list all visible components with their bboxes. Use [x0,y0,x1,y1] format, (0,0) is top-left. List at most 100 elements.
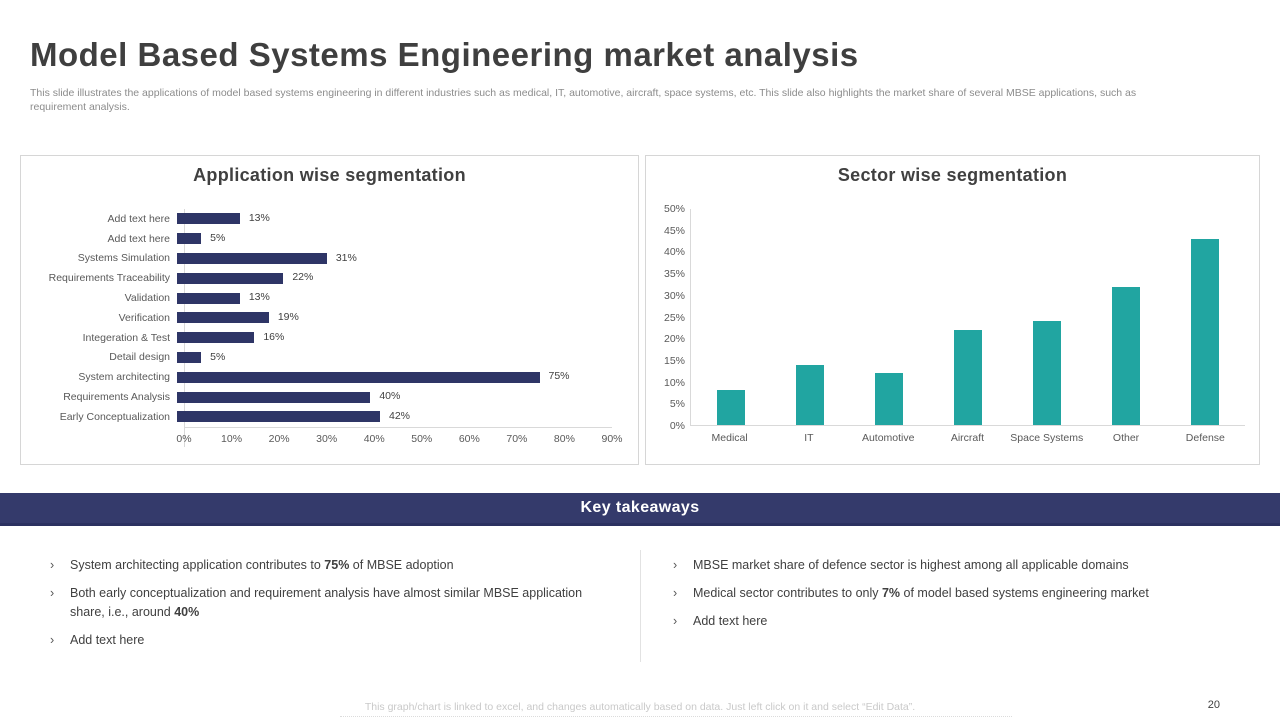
hbar-value-label: 5% [210,231,226,244]
vbar-bar[interactable] [1033,321,1062,425]
takeaway-text: Medical sector contributes to only 7% of… [693,586,1149,600]
hbar-value-label: 5% [210,350,226,363]
hbar-category-label: Requirements Analysis [63,391,170,404]
vbar-bar[interactable] [1191,239,1220,425]
takeaway-text: MBSE market share of defence sector is h… [693,558,1129,572]
hbar-value-label: 40% [379,390,401,403]
hbar-track: 13% [177,288,612,308]
hbar-value-label: 31% [335,251,357,264]
vbar-category-label: Aircraft [950,432,985,444]
hbar-row: Early Conceptualization 42% [29,407,612,427]
hbar-bar[interactable] [177,351,202,363]
takeaway-item: › Both early conceptualization and requir… [50,584,640,622]
hbar-category-label: Integeration & Test [82,331,170,344]
takeaways-left-column: › System architecting application contrib… [50,548,640,663]
takeaway-item: › System architecting application contrib… [50,556,640,575]
hbar-bar[interactable] [177,252,327,264]
x-axis-tick-label: 80% [553,432,575,445]
vbar-category-label: Automotive [861,432,915,444]
hbar-bar[interactable] [177,411,380,423]
hbar-category-label: Early Conceptualization [59,410,170,423]
hbar-bar[interactable] [177,233,202,245]
sector-chart-panel[interactable]: Sector wise segmentation 50% 45% 40% 35% 30%… [645,155,1260,465]
vbar-slot [928,209,1007,425]
vbar-bar[interactable] [953,329,982,425]
hbar-track: 13% [177,209,612,229]
vbar-slot [1087,209,1166,425]
takeaway-text: Add text here [70,633,145,647]
application-chart-panel[interactable]: Application wise segmentation Add text h… [20,155,639,465]
y-axis-tick-label: 20% [663,333,685,346]
vbar-bar[interactable] [874,373,903,425]
x-axis-tick-label: 70% [506,432,528,445]
vbar-slot [1008,209,1087,425]
x-axis-tick-label: 40% [363,432,385,445]
hbar-category-label: Detail design [109,351,170,364]
hbar-value-label: 75% [548,370,570,383]
takeaway-item: › Add text here [50,631,640,650]
vbar-slot [849,209,928,425]
page-subtitle: This slide illustrates the applications … [30,87,1137,113]
hbar-row: Validation 13% [29,288,612,308]
hbar-row: Requirements Traceability 22% [29,268,612,288]
vbar-category-label: Defense [1185,432,1225,444]
y-axis-tick-label: 15% [663,354,685,367]
hbar-value-label: 19% [277,310,299,323]
y-axis-tick-label: 5% [669,398,685,411]
x-axis-tick-label: 10% [221,432,243,445]
hbar-bar[interactable] [177,391,371,403]
hbar-value-label: 22% [292,271,314,284]
application-bar-chart: Add text here 13% Add text here 5% Systems S… [29,209,623,447]
x-axis-tick-label: 0% [176,432,192,445]
x-axis-tick-label: 60% [458,432,480,445]
vbar-category-label: Space Systems [1010,432,1084,444]
hbar-category-label: Requirements Traceability [48,272,170,285]
takeaway-text: System architecting application contribu… [70,558,454,572]
hbar-category-label: Validation [124,292,170,305]
takeaways-column-divider [640,550,641,662]
hbar-bar[interactable] [177,213,240,225]
y-axis-tick-label: 35% [663,268,685,281]
sector-chart-title: Sector wise segmentation [837,165,1068,185]
vbar-category-label: IT [804,432,814,444]
hbar-track: 40% [177,387,612,407]
takeaways-right-column: › MBSE market share of defence sector is … [673,548,1243,663]
hbar-bar[interactable] [177,371,540,383]
x-axis-tick-label: 20% [268,432,290,445]
bullet-arrow-icon: › [673,586,678,600]
hbar-row: Requirements Analysis 40% [29,387,612,407]
sector-chart-y-ticks: 50% 45% 40% 35% 30% 25% 20% 15% 10% 5% 0% [656,203,690,432]
hbar-row: Verification 19% [29,308,612,328]
hbar-value-label: 13% [248,291,270,304]
y-axis-tick-label: 45% [663,224,685,237]
takeaway-text: Add text here [693,614,768,628]
hbar-bar[interactable] [177,272,284,284]
vbar-slot [691,209,770,425]
key-takeaways-banner: Key takeaways [0,493,1280,526]
hbar-track: 31% [177,249,612,269]
vbar-slot [770,209,849,425]
y-axis-tick-label: 30% [663,289,685,302]
hbar-track: 75% [177,367,612,387]
vbar-bar[interactable] [716,390,745,425]
vbar-bar[interactable] [795,364,824,425]
takeaways-section: › System architecting application contrib… [0,548,1280,663]
hbar-category-label: Add text here [107,212,170,225]
vbar-category-label: Medical [711,432,748,444]
hbar-bar[interactable] [177,292,240,304]
bullet-arrow-icon: › [50,558,55,572]
hbar-row: Integeration & Test 16% [29,328,612,348]
bullet-arrow-icon: › [50,586,55,600]
hbar-row: Add text here 13% [29,209,612,229]
vbar-slot [1166,209,1245,425]
hbar-bar[interactable] [177,312,269,324]
hbar-track: 22% [177,268,612,288]
takeaway-text: Both early conceptualization and require… [70,586,583,619]
hbar-bar[interactable] [177,332,255,344]
vbar-bar[interactable] [1112,286,1141,425]
slide-header: Model Based Systems Engineering market a… [0,0,1280,114]
charts-row: Application wise segmentation Add text h… [20,155,1260,465]
application-chart-x-ticks: 0% 10% 20% 30% 40% 50% 60% 70% 80% 90% [176,429,622,447]
hbar-value-label: 13% [248,212,270,224]
